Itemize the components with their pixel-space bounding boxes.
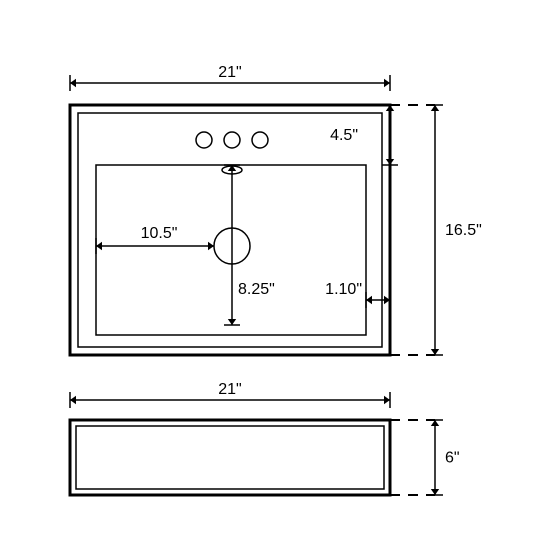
dim-front-width: 21" [218,381,241,398]
dim-right-height: 16.5" [445,222,482,239]
dim-ledge-depth: 4.5" [330,127,358,144]
dim-drain-left: 10.5" [141,225,178,242]
dim-top-width: 21" [218,64,241,81]
dim-basin-inset: 1.10" [325,281,362,298]
dim-drain-top: 8.25" [238,281,275,298]
dim-front-height: 6" [445,450,460,467]
